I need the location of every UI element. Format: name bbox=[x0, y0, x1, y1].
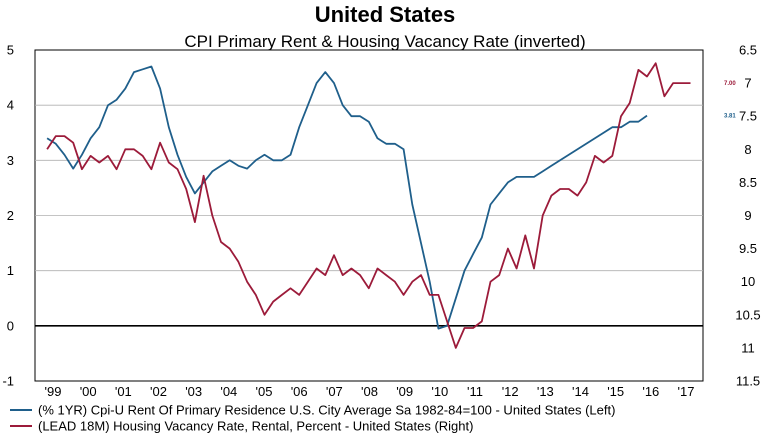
right-tick-label: 11.5 bbox=[736, 374, 760, 389]
x-tick-label: '05 bbox=[256, 384, 273, 399]
x-tick-label: '08 bbox=[361, 384, 378, 399]
left-tick-label: 4 bbox=[7, 98, 14, 113]
right-tick-label: 7 bbox=[744, 76, 751, 91]
x-tick-label: '02 bbox=[150, 384, 167, 399]
legend: (% 1YR) Cpi-U Rent Of Primary Residence … bbox=[10, 403, 615, 434]
left-tick-label: 5 bbox=[7, 43, 14, 58]
left-tick-label: 2 bbox=[7, 208, 14, 223]
right-tick-label: 11 bbox=[741, 340, 755, 355]
right-tick-label: 6.5 bbox=[739, 43, 757, 58]
x-tick-label: '13 bbox=[537, 384, 554, 399]
right-tick-label: 10 bbox=[741, 274, 755, 289]
right-tick-label: 7.5 bbox=[739, 109, 757, 124]
chart-subtitle: CPI Primary Rent & Housing Vacancy Rate … bbox=[184, 32, 585, 51]
x-tick-label: '16 bbox=[642, 384, 659, 399]
x-tick-label: '04 bbox=[220, 384, 237, 399]
x-tick-label: '14 bbox=[572, 384, 589, 399]
right-tick-label: 8 bbox=[744, 142, 751, 157]
left-tick-label: 0 bbox=[7, 318, 14, 333]
x-tick-label: '17 bbox=[678, 384, 695, 399]
x-tick-label: '03 bbox=[185, 384, 202, 399]
series-line-rent bbox=[46, 65, 648, 330]
x-tick-label: '15 bbox=[607, 384, 624, 399]
right-axis-ticks: 6.5 7 7.5 8 8.5 9 9.5 10 10.5 11 11.5 bbox=[735, 43, 760, 389]
legend-label-vacancy: (LEAD 18M) Housing Vacancy Rate, Rental,… bbox=[38, 419, 473, 434]
end-label-vacancy: 7.00 bbox=[724, 81, 736, 87]
left-tick-label: 1 bbox=[7, 263, 14, 278]
x-tick-label: '06 bbox=[291, 384, 308, 399]
right-tick-label: 10.5 bbox=[735, 307, 760, 322]
x-tick-label: '12 bbox=[502, 384, 519, 399]
series-group bbox=[46, 62, 691, 349]
x-tick-label: '09 bbox=[396, 384, 413, 399]
end-label-rent: 3.81 bbox=[724, 114, 736, 120]
left-tick-label: 3 bbox=[7, 153, 14, 168]
x-tick-label: '10 bbox=[431, 384, 448, 399]
x-tick-label: '00 bbox=[80, 384, 97, 399]
x-tick-label: '01 bbox=[115, 384, 132, 399]
x-tick-label: '07 bbox=[326, 384, 343, 399]
x-tick-label: '11 bbox=[467, 384, 483, 399]
right-tick-label: 8.5 bbox=[739, 175, 757, 190]
series-line-vacancy bbox=[46, 62, 691, 349]
left-axis-ticks: 5 4 3 2 1 0 -1 bbox=[2, 43, 14, 389]
x-axis-ticks: '99 '00 '01 '02 '03 '04 '05 '06 '07 '08 '09 '10 '11 '… bbox=[45, 384, 695, 399]
x-tick-label: '99 bbox=[45, 384, 62, 399]
right-tick-label: 9 bbox=[744, 208, 751, 223]
right-tick-label: 9.5 bbox=[739, 241, 757, 256]
chart-title: United States bbox=[315, 2, 456, 27]
end-labels: 3.81 7.00 bbox=[724, 81, 736, 120]
legend-label-rent: (% 1YR) Cpi-U Rent Of Primary Residence … bbox=[38, 403, 615, 418]
left-tick-label: -1 bbox=[2, 374, 14, 389]
